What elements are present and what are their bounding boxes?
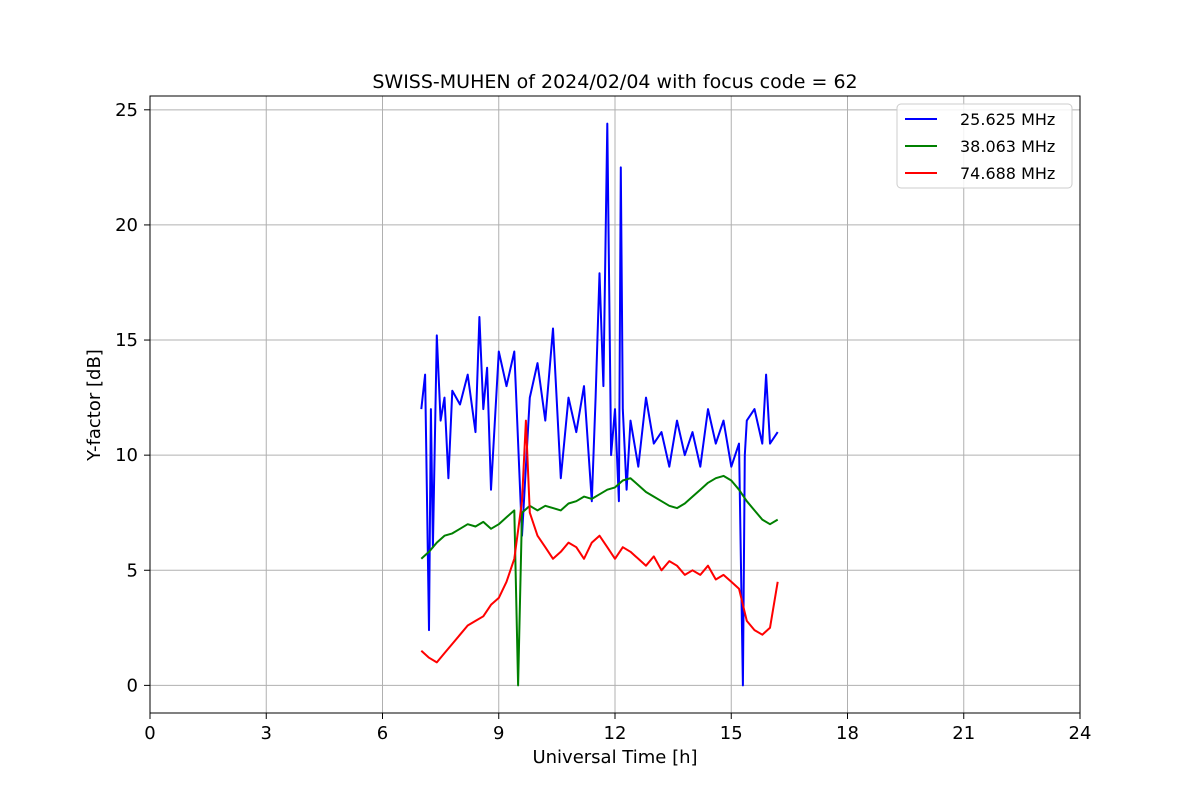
- chart-title: SWISS-MUHEN of 2024/02/04 with focus cod…: [372, 71, 857, 93]
- y-tick-label: 10: [115, 445, 138, 466]
- x-tick-label: 12: [604, 723, 627, 744]
- x-axis-title: Universal Time [h]: [532, 747, 697, 768]
- x-tick-label: 15: [720, 723, 743, 744]
- x-tick-label: 3: [261, 723, 272, 744]
- x-tick-label: 24: [1069, 723, 1092, 744]
- series-line-1: [420, 122, 779, 687]
- y-tick-label: 15: [115, 330, 138, 351]
- y-tick-label: 20: [115, 215, 138, 236]
- legend-label-1: 25.625 MHz: [960, 110, 1055, 129]
- y-axis-title: Y-factor [dB]: [84, 349, 105, 462]
- legend-label-2: 38.063 MHz: [960, 137, 1055, 156]
- legend-label-3: 74.688 MHz: [960, 164, 1055, 183]
- plot-area: [420, 122, 779, 687]
- x-tick-label: 21: [952, 723, 975, 744]
- y-tick-label: 5: [127, 560, 138, 581]
- series-line-3: [420, 419, 779, 664]
- y-ticks: 0 5 10 15 20 25: [115, 100, 150, 696]
- x-tick-label: 18: [836, 723, 859, 744]
- x-ticks: 0 3 6 9 12 15 18 21 24: [144, 713, 1091, 744]
- y-tick-label: 0: [127, 675, 138, 696]
- legend: 25.625 MHz 38.063 MHz 74.688 MHz: [896, 103, 1073, 189]
- y-tick-label: 25: [115, 100, 138, 121]
- x-tick-label: 0: [144, 723, 155, 744]
- legend-box: [896, 103, 1073, 189]
- grid: [149, 96, 1081, 713]
- x-tick-label: 9: [493, 723, 504, 744]
- x-tick-label: 6: [377, 723, 388, 744]
- series-line-2: [420, 474, 779, 687]
